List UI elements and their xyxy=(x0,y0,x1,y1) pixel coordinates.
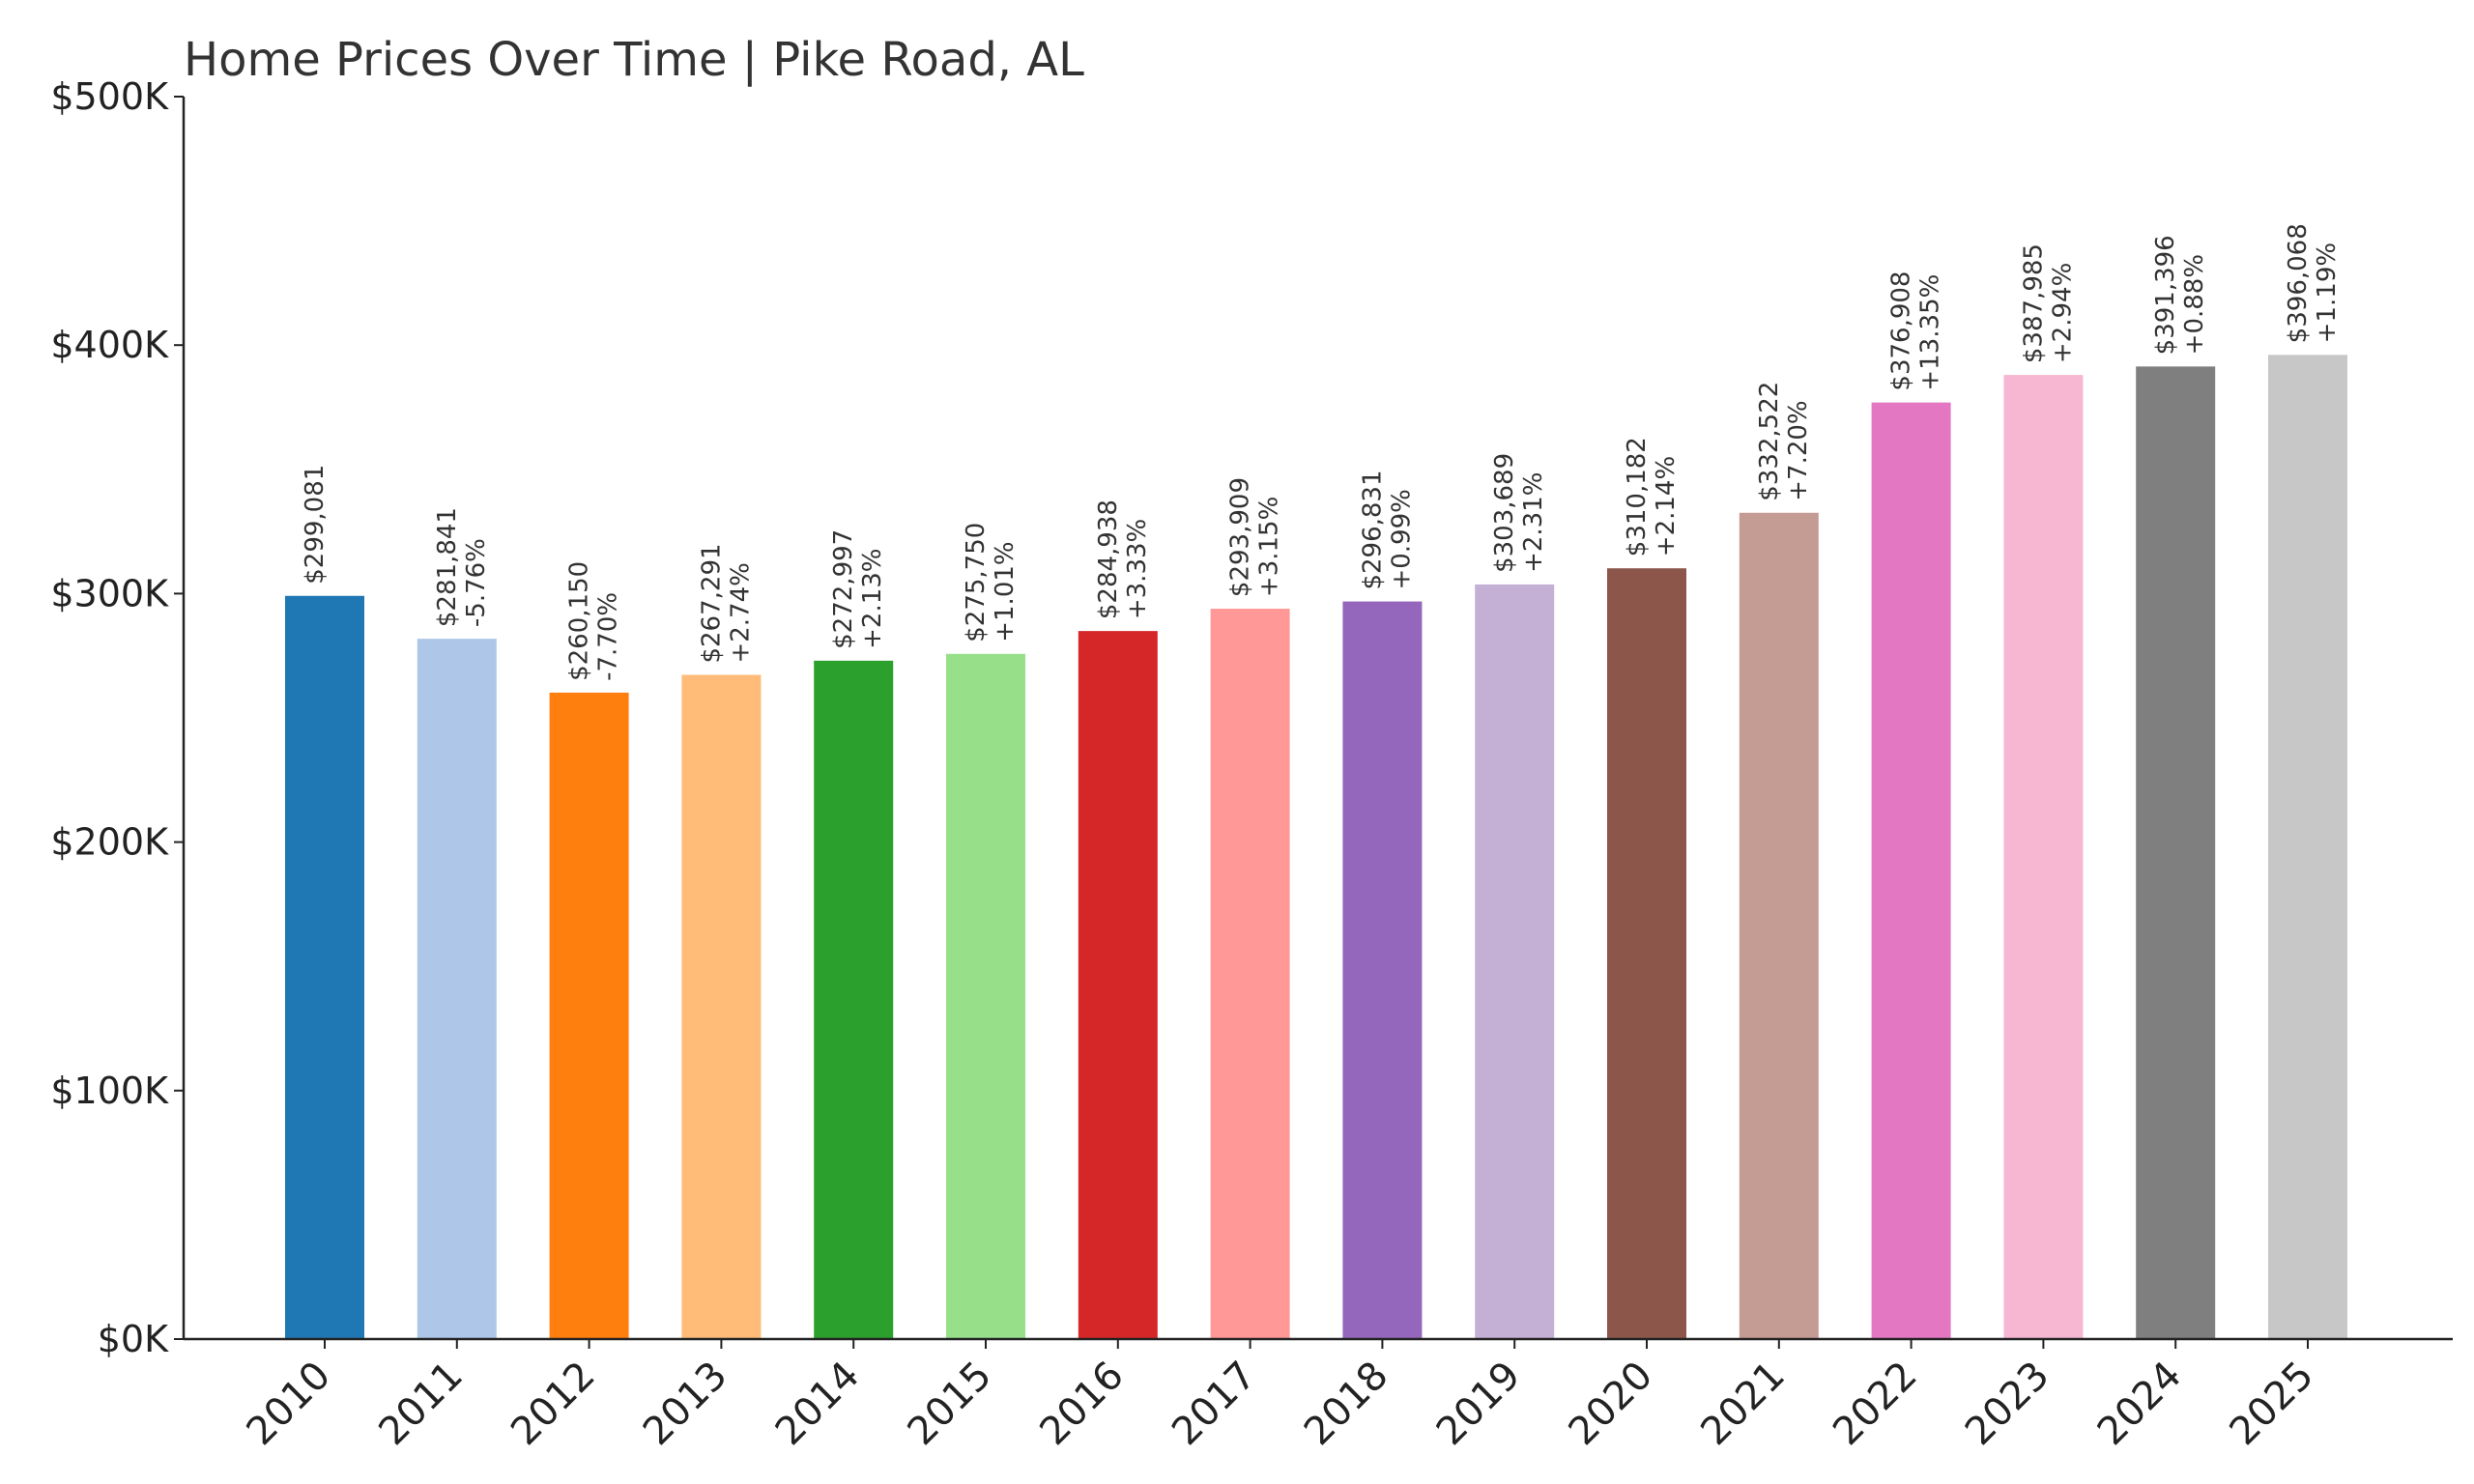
x-tick-label: 2011 xyxy=(370,1354,472,1455)
bar-2024 xyxy=(2136,366,2216,1340)
x-tick-label: 2020 xyxy=(1561,1354,1662,1455)
bar-2020 xyxy=(1607,568,1686,1339)
value-label-2012: $260,150 xyxy=(565,561,594,681)
y-tick-label: $200K xyxy=(50,821,169,864)
bar-2017 xyxy=(1210,609,1290,1339)
y-tick-label: $400K xyxy=(50,324,169,366)
change-label-2023: +2.94% xyxy=(2048,263,2077,363)
y-tick-label: $500K xyxy=(50,75,169,118)
y-tick-label: $100K xyxy=(50,1070,169,1112)
change-label-2012: -7.70% xyxy=(594,592,623,681)
chart-title: Home Prices Over Time | Pike Road, AL xyxy=(184,33,1084,87)
value-label-2010: $299,081 xyxy=(301,465,330,585)
value-label-2015: $275,750 xyxy=(962,523,991,642)
y-tick-label: $300K xyxy=(50,572,169,614)
bar-2011 xyxy=(417,639,497,1339)
x-tick-label: 2015 xyxy=(900,1354,1001,1455)
bars-group xyxy=(285,355,2347,1340)
change-label-2017: +3.15% xyxy=(1255,497,1284,597)
x-tick-label: 2017 xyxy=(1164,1354,1265,1455)
x-tick-label: 2010 xyxy=(239,1354,340,1455)
value-label-2022: $376,908 xyxy=(1887,271,1916,391)
change-label-2020: +2.14% xyxy=(1652,456,1681,556)
y-tick-label: $0K xyxy=(98,1318,169,1360)
change-label-2016: +3.33% xyxy=(1123,519,1152,619)
bar-2012 xyxy=(549,692,629,1339)
value-label-2013: $267,291 xyxy=(697,543,726,663)
change-label-2021: +7.20% xyxy=(1784,400,1813,500)
value-label-2016: $284,938 xyxy=(1094,499,1123,619)
bar-2010 xyxy=(285,595,364,1339)
value-label-2011: $281,841 xyxy=(433,507,462,627)
bar-2014 xyxy=(814,660,894,1339)
bar-2019 xyxy=(1475,584,1555,1339)
bar-2016 xyxy=(1078,631,1158,1339)
x-tick-label: 2019 xyxy=(1428,1354,1530,1455)
x-tick-label: 2024 xyxy=(2089,1354,2191,1455)
value-label-2018: $296,831 xyxy=(1358,470,1387,589)
x-tick-label: 2022 xyxy=(1825,1354,1926,1455)
value-label-2023: $387,985 xyxy=(2019,243,2048,363)
value-label-2025: $396,068 xyxy=(2284,223,2313,343)
x-tick-label: 2013 xyxy=(635,1354,736,1455)
x-tick-label: 2014 xyxy=(767,1354,869,1455)
change-label-2019: +2.31% xyxy=(1519,472,1548,573)
change-label-2014: +2.13% xyxy=(858,548,887,648)
bar-2018 xyxy=(1342,601,1423,1339)
x-tick-label: 2016 xyxy=(1031,1354,1133,1455)
x-tick-label: 2023 xyxy=(1957,1354,2058,1455)
y-axis: $0K $100K $200K $300K $400K $500K xyxy=(50,75,186,1360)
x-tick-label: 2025 xyxy=(2222,1354,2323,1455)
bar-2021 xyxy=(1739,512,1819,1339)
change-label-2015: +1.01% xyxy=(991,541,1020,642)
value-label-2020: $310,182 xyxy=(1623,437,1652,556)
change-label-2018: +0.99% xyxy=(1387,489,1416,589)
bar-2013 xyxy=(681,674,762,1339)
x-tick-label: 2018 xyxy=(1296,1354,1397,1455)
bar-2015 xyxy=(946,653,1025,1339)
bar-2025 xyxy=(2268,355,2347,1339)
value-label-2021: $332,522 xyxy=(1755,382,1784,501)
change-label-2025: +1.19% xyxy=(2313,243,2342,343)
value-label-2014: $272,997 xyxy=(829,529,858,649)
bar-2023 xyxy=(2003,375,2084,1340)
x-axis: 2010 2011 2012 2013 2014 2015 2016 2017 2018 2019… xyxy=(184,1337,2453,1455)
change-label-2022: +13.35% xyxy=(1916,274,1945,391)
value-label-2019: $303,689 xyxy=(1490,453,1519,573)
data-labels-group: $299,081 $281,841 -5.76% $260,150 -7.70% $267… xyxy=(301,223,2342,681)
change-label-2013: +2.74% xyxy=(726,562,755,663)
bar-2022 xyxy=(1871,402,1951,1339)
x-tick-label: 2021 xyxy=(1692,1354,1794,1455)
value-label-2024: $391,396 xyxy=(2151,235,2180,355)
change-label-2011: -5.76% xyxy=(462,538,491,627)
change-label-2024: +0.88% xyxy=(2180,254,2209,355)
value-label-2017: $293,909 xyxy=(1226,477,1255,597)
x-tick-label: 2012 xyxy=(503,1354,604,1455)
